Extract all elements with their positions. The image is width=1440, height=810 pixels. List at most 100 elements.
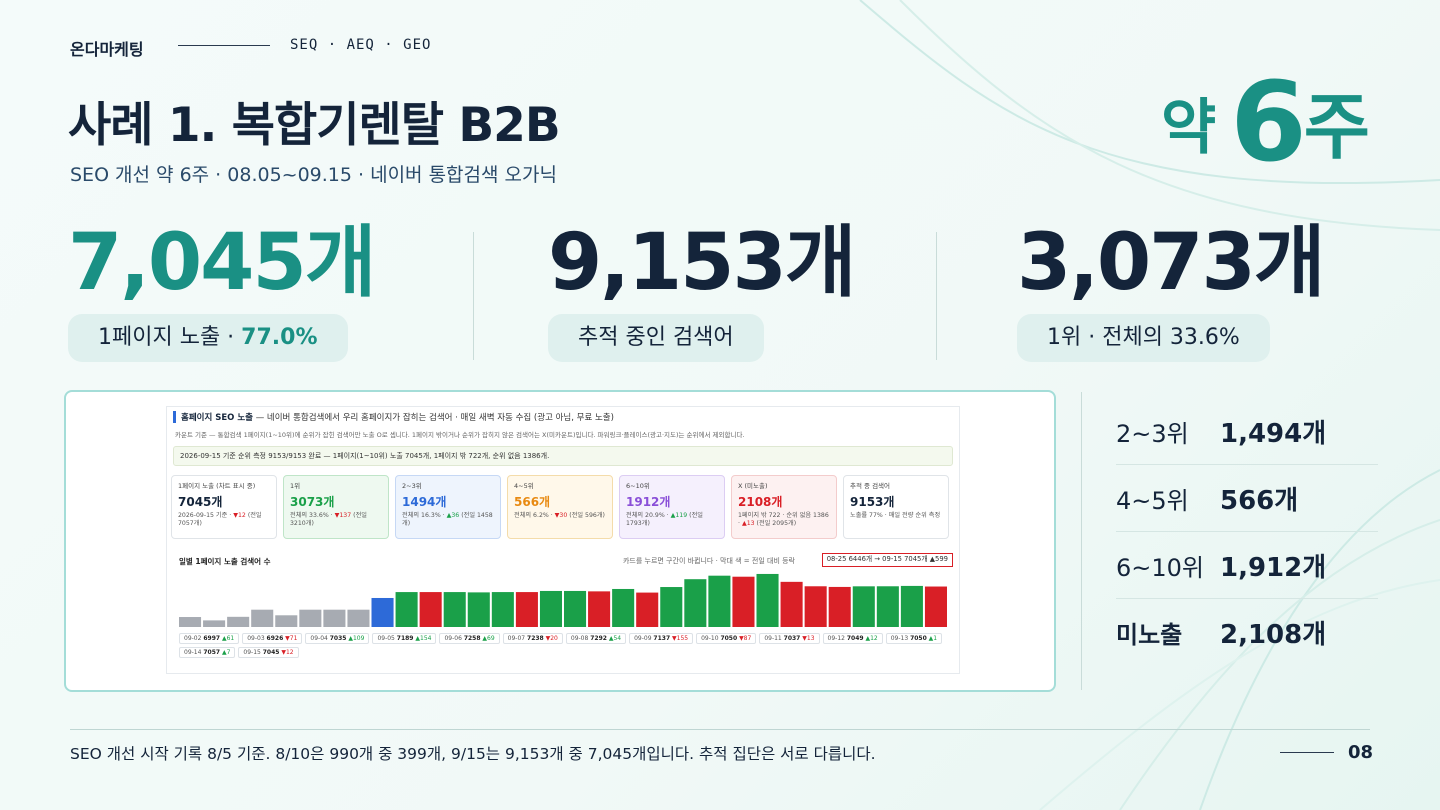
dashboard-title: 홈페이지 SEO 노출 — 네이버 통합검색에서 우리 홈페이지가 잡히는 검색…: [173, 411, 614, 423]
daily-exposure-bar-chart: [179, 573, 947, 627]
chip-date: 09-14: [184, 649, 204, 656]
chip-date: 09-02: [184, 635, 204, 642]
chart-bar[interactable]: [491, 592, 514, 627]
chip-delta: ▲7: [220, 649, 231, 656]
chart-bar[interactable]: [804, 586, 827, 627]
daily-chip: 09-05 7189 ▲154: [372, 633, 437, 644]
chip-delta: ▼12: [279, 649, 294, 656]
daily-chip: 09-11 7037 ▼13: [759, 633, 820, 644]
chart-bar[interactable]: [275, 615, 298, 627]
rank-card[interactable]: 4~5위 566개 전체의 6.2% · ▼30 (전일 596개): [507, 475, 613, 539]
rank-card-desc: 전체의 6.2% · ▼30 (전일 596개): [514, 512, 606, 520]
rank-card-desc-text: 전체의 20.9% ·: [626, 512, 671, 519]
rank-list-item: 2~3위 1,494개: [1116, 398, 1378, 465]
chart-bar[interactable]: [227, 616, 250, 627]
rank-list-label: 미노출: [1116, 621, 1183, 649]
dashboard-subtitle: 카운트 기준 — 통합검색 1페이지(1~10위)에 순위가 잡힌 검색어만 노…: [175, 431, 745, 439]
chip-date: 09-10: [701, 635, 721, 642]
rank-card-desc-text: 1페이지 밖 722 · 순위 없음 1386 ·: [738, 512, 829, 527]
rank-card-desc-text: 노출률 77% · 매일 전량 순위 측정: [850, 512, 941, 519]
chart-bar[interactable]: [612, 588, 635, 627]
chart-bar[interactable]: [539, 590, 562, 627]
chip-value: 7035: [329, 635, 347, 642]
rank-card-desc-prev: (전일 7057개): [178, 512, 262, 527]
daily-value-chips: 09-02 6997 ▲61 09-03 6926 ▼71 09-04 7035 ▲…: [179, 633, 949, 658]
rank-list-value: 2,108개: [1220, 620, 1327, 650]
chart-bar[interactable]: [203, 620, 226, 627]
chart-bar[interactable]: [708, 575, 731, 627]
chart-bar[interactable]: [347, 609, 370, 627]
chart-bar[interactable]: [515, 592, 538, 627]
chip-value: 7037: [783, 635, 801, 642]
chip-value: 7050: [910, 635, 927, 642]
rank-card-label: 2~3위: [402, 482, 422, 490]
rank-card-delta: ▼137: [334, 512, 352, 519]
chart-bar[interactable]: [323, 609, 346, 627]
rank-card[interactable]: 2~3위 1494개 전체의 16.3% · ▲36 (전일 1458개): [395, 475, 501, 539]
chart-bar[interactable]: [636, 592, 659, 627]
chart-bar[interactable]: [179, 617, 202, 627]
rank-card[interactable]: 6~10위 1912개 전체의 20.9% · ▲119 (전일 1793개): [619, 475, 725, 539]
chip-value: 7057: [203, 649, 221, 656]
chart-bar[interactable]: [876, 586, 899, 627]
chip-date: 09-03: [247, 635, 267, 642]
chip-delta: ▼20: [543, 635, 558, 642]
chip-date: 09-08: [570, 635, 591, 642]
chart-bar[interactable]: [924, 586, 947, 627]
chip-date: 09-12: [827, 635, 847, 642]
chart-bar[interactable]: [660, 587, 683, 627]
daily-chip: 09-02 6997 ▲61: [179, 633, 240, 644]
chart-bar[interactable]: [443, 592, 466, 627]
chart-bar[interactable]: [852, 586, 875, 627]
rank-list-item: 미노출 2,108개: [1116, 599, 1378, 666]
rank-card-value: 1912개: [626, 495, 671, 509]
daily-chip: 09-03 6926 ▼71: [242, 633, 303, 644]
chart-bar[interactable]: [684, 579, 707, 627]
rank-card-value: 9153개: [850, 495, 895, 509]
slide-subtitle: SEO 개선 약 6주 · 08.05~09.15 · 네이버 통합검색 오가닉: [70, 164, 557, 186]
chip-delta: ▲69: [480, 635, 495, 642]
chip-value: 7189: [396, 635, 414, 642]
rank-breakdown-list: 2~3위 1,494개 4~5위 566개 6~10위 1,912개 미노출 2,108개: [1116, 398, 1378, 666]
rank-card[interactable]: 1위 3073개 전체의 33.6% · ▼137 (전일 3210개): [283, 475, 389, 539]
rank-card-value: 566개: [514, 495, 551, 509]
chart-bar[interactable]: [395, 592, 418, 627]
rank-card[interactable]: 1페이지 노출 (차트 표시 중) 7045개 2026-09-15 기준 · ▼1…: [171, 475, 277, 539]
chart-bar[interactable]: [251, 609, 274, 627]
rank-card-desc: 2026-09-15 기준 · ▼12 (전일 7057개): [178, 512, 270, 528]
chart-bar[interactable]: [371, 597, 394, 627]
chart-bar[interactable]: [756, 573, 779, 627]
daily-chip: 09-04 7035 ▲109: [305, 633, 370, 644]
chip-value: 7258: [463, 635, 481, 642]
chip-value: 7137: [653, 635, 671, 642]
dashboard-title-bold: 홈페이지 SEO 노출: [181, 413, 253, 423]
chart-bar[interactable]: [299, 609, 322, 627]
rank-card-desc-text: 전체의 6.2% ·: [514, 512, 555, 519]
chip-delta: ▲54: [606, 635, 622, 642]
chip-date: 09-15: [243, 649, 263, 656]
hero-number: 6: [1230, 58, 1307, 186]
chart-bar[interactable]: [780, 581, 803, 627]
kpi-page1-exposure: 7,045개 1페이지 노출 · 77.0%: [68, 218, 376, 368]
rank-list-item: 6~10위 1,912개: [1116, 532, 1378, 599]
dashboard-title-rest: — 네이버 통합검색에서 우리 홈페이지가 잡히는 검색어 · 매일 새벽 자동…: [253, 413, 614, 423]
chart-bar[interactable]: [419, 592, 442, 627]
dashboard-screenshot: 홈페이지 SEO 노출 — 네이버 통합검색에서 우리 홈페이지가 잡히는 검색…: [166, 406, 960, 674]
chip-value: 6926: [266, 635, 284, 642]
chart-bar[interactable]: [588, 591, 611, 627]
daily-chip: 09-14 7057 ▲7: [179, 647, 236, 658]
rank-list-divider: [1081, 392, 1082, 690]
chart-bar[interactable]: [564, 590, 587, 627]
chart-bar[interactable]: [900, 585, 923, 627]
rank-card-desc: 1페이지 밖 722 · 순위 없음 1386 · ▲13 (전일 2095개): [738, 512, 830, 528]
rank-card[interactable]: X (미노출) 2108개 1페이지 밖 722 · 순위 없음 1386 · ▲1…: [731, 475, 837, 539]
chart-bar[interactable]: [828, 586, 851, 627]
hero-duration: 약 6주: [1161, 58, 1370, 186]
rank-card-value: 2108개: [738, 495, 783, 509]
daily-chip: 09-08 7292 ▲54: [565, 633, 627, 644]
kpi-pill: 추적 중인 검색어: [548, 314, 764, 362]
chart-bar[interactable]: [732, 576, 755, 627]
rank-card-label: 1페이지 노출 (차트 표시 중): [178, 482, 256, 490]
chart-bar[interactable]: [467, 592, 490, 627]
rank-card[interactable]: 추적 중 검색어 9153개 노출률 77% · 매일 전량 순위 측정: [843, 475, 949, 539]
